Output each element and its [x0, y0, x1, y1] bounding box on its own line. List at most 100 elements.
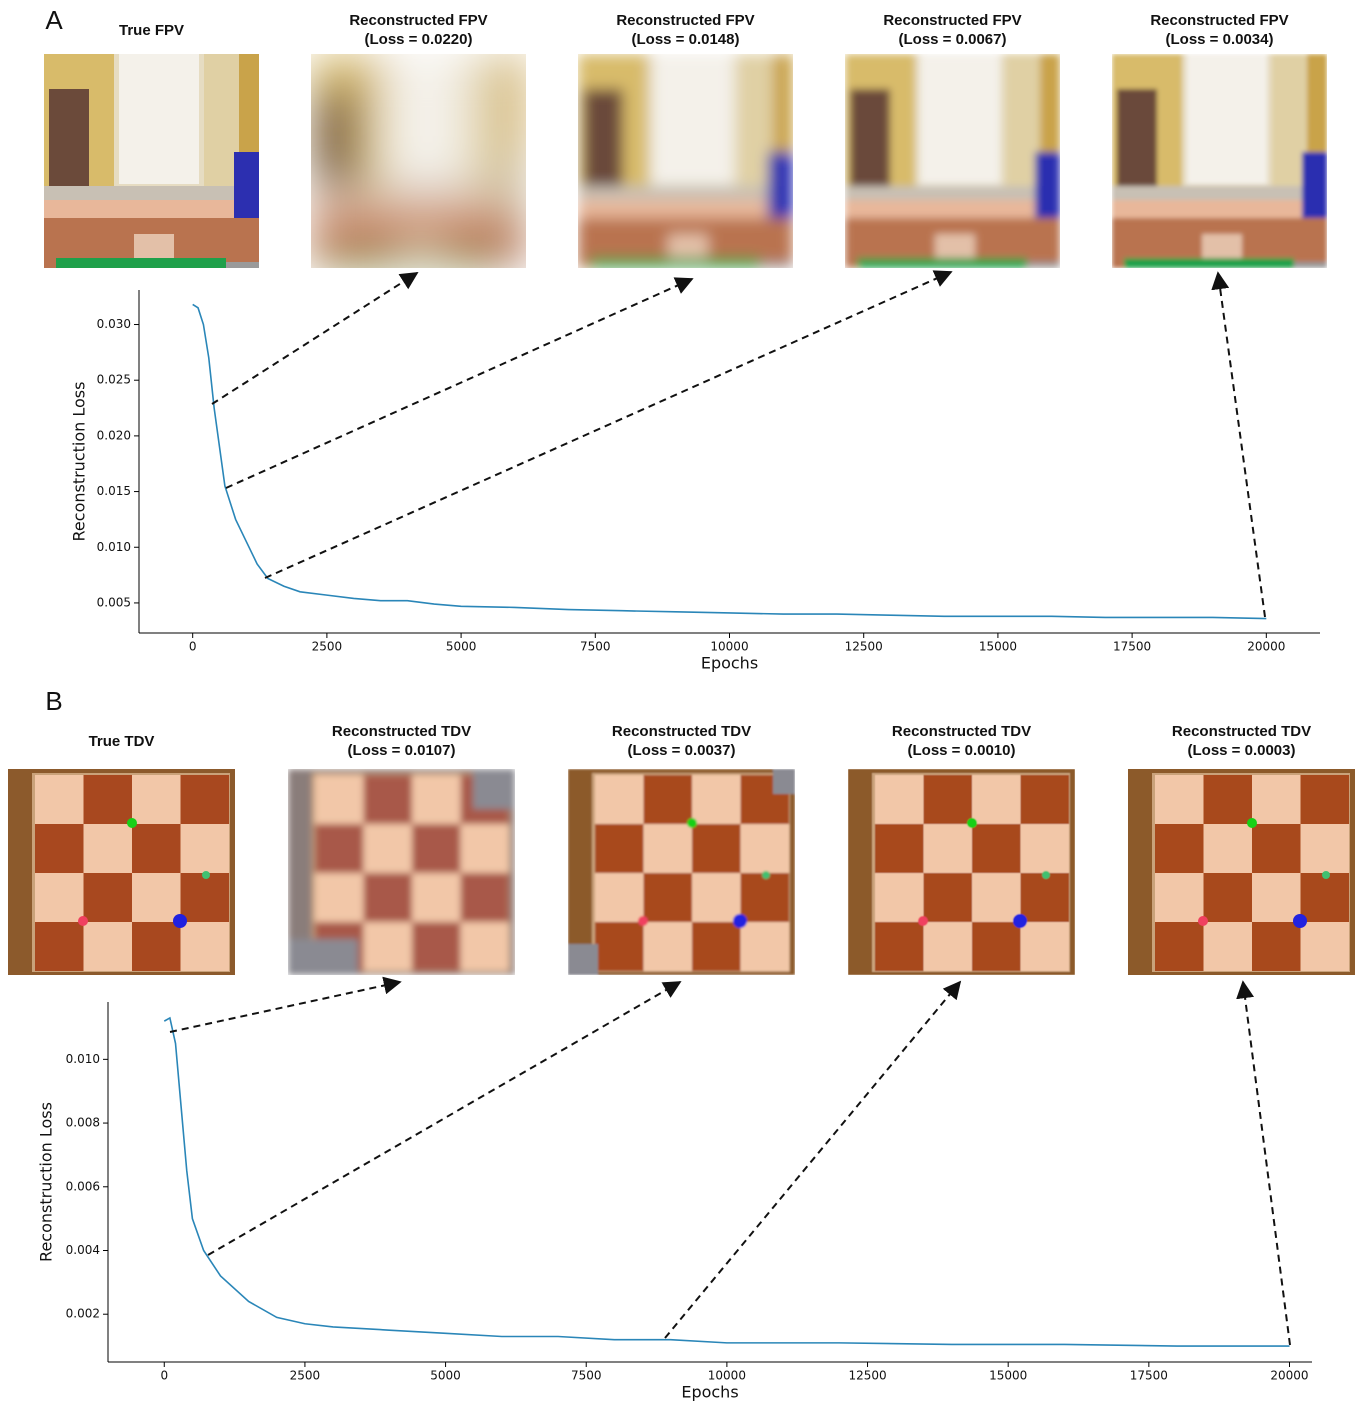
- agent-blue: [1013, 914, 1027, 928]
- agent-blue: [733, 914, 747, 928]
- square: [740, 873, 789, 922]
- agent-green-2: [202, 871, 210, 879]
- agent-blue: [1293, 914, 1307, 928]
- square: [180, 873, 229, 922]
- square: [1203, 873, 1252, 922]
- image-title: (Loss = 0.0003): [1188, 742, 1296, 759]
- painting: [583, 89, 623, 189]
- square: [83, 824, 132, 873]
- scene: [578, 54, 793, 268]
- square: [923, 775, 972, 824]
- square: [412, 873, 461, 922]
- image-title: Reconstructed FPV: [883, 12, 1021, 29]
- square: [1203, 922, 1252, 971]
- x-axis-label: Epochs: [681, 1383, 738, 1402]
- agent-green-2: [762, 871, 770, 879]
- ledge: [311, 186, 526, 200]
- square: [1020, 873, 1069, 922]
- right-edge: [1040, 54, 1060, 154]
- y-tick-label: 0.004: [66, 1243, 100, 1257]
- square: [1300, 824, 1349, 873]
- green-strip: [56, 258, 226, 268]
- x-tick-label: 10000: [708, 1369, 746, 1383]
- square: [643, 873, 692, 922]
- pillar: [1005, 54, 1040, 194]
- y-axis-label: Reconstruction Loss: [70, 382, 89, 542]
- square: [132, 873, 181, 922]
- square: [412, 775, 461, 824]
- square: [643, 824, 692, 873]
- x-tick-label: 20000: [1270, 1369, 1308, 1383]
- y-axis-label: Reconstruction Loss: [37, 1102, 56, 1262]
- x-tick-label: 15000: [989, 1369, 1027, 1383]
- board: [848, 769, 1075, 975]
- square: [1203, 775, 1252, 824]
- square: [460, 873, 509, 922]
- scene: [845, 54, 1060, 268]
- arrow: [211, 272, 419, 405]
- x-tick-label: 7500: [571, 1369, 602, 1383]
- floor-top: [44, 200, 259, 218]
- panel-label: A: [45, 5, 63, 35]
- image-title: (Loss = 0.0107): [348, 742, 456, 759]
- square: [1203, 824, 1252, 873]
- board: [1128, 769, 1355, 975]
- noise: [473, 769, 515, 809]
- panel-label: B: [45, 686, 62, 716]
- floor-top: [311, 200, 526, 218]
- square: [1252, 775, 1301, 824]
- ledge: [845, 186, 1060, 200]
- square: [692, 775, 741, 824]
- ledge: [44, 186, 259, 200]
- x-tick-label: 17500: [1113, 640, 1151, 654]
- green-strip: [857, 258, 1027, 268]
- square: [1020, 775, 1069, 824]
- blue-object: [1035, 152, 1060, 218]
- blue-object: [768, 152, 793, 218]
- arrow: [1211, 271, 1266, 618]
- square: [35, 775, 84, 824]
- image-title: Reconstructed FPV: [1150, 12, 1288, 29]
- painting: [850, 89, 890, 189]
- image-panel: [8, 769, 235, 975]
- image-panel: [568, 769, 795, 975]
- x-tick-label: 12500: [848, 1369, 886, 1383]
- image-title: Reconstructed TDV: [332, 723, 471, 740]
- agent-green: [687, 818, 697, 828]
- image-panel: [1112, 54, 1327, 268]
- image-panel: [311, 54, 526, 268]
- square: [595, 873, 644, 922]
- x-tick-label: 5000: [430, 1369, 461, 1383]
- image-title: True FPV: [119, 22, 184, 39]
- square: [923, 824, 972, 873]
- y-tick-label: 0.025: [97, 373, 131, 387]
- light: [653, 54, 733, 184]
- x-tick-label: 2500: [312, 640, 343, 654]
- square: [595, 922, 644, 971]
- right-edge: [506, 54, 526, 154]
- square: [1300, 922, 1349, 971]
- x-tick-label: 17500: [1130, 1369, 1168, 1383]
- board: [8, 769, 235, 975]
- image-title: (Loss = 0.0037): [628, 742, 736, 759]
- blue-object: [1302, 152, 1327, 218]
- square: [923, 922, 972, 971]
- green-strip: [323, 258, 493, 268]
- square: [1155, 775, 1204, 824]
- painting: [1117, 89, 1157, 189]
- agent-red: [638, 916, 648, 926]
- square: [1300, 775, 1349, 824]
- scene: [44, 54, 259, 268]
- floor-shine: [401, 234, 441, 259]
- square: [692, 922, 741, 971]
- agent-blue: [173, 914, 187, 928]
- square: [35, 922, 84, 971]
- square: [972, 922, 1021, 971]
- x-tick-label: 0: [160, 1369, 168, 1383]
- image-title: Reconstructed FPV: [616, 12, 754, 29]
- image-title: (Loss = 0.0067): [899, 31, 1007, 48]
- right-edge: [773, 54, 793, 154]
- scene: [1112, 54, 1327, 268]
- y-tick-label: 0.010: [66, 1052, 100, 1066]
